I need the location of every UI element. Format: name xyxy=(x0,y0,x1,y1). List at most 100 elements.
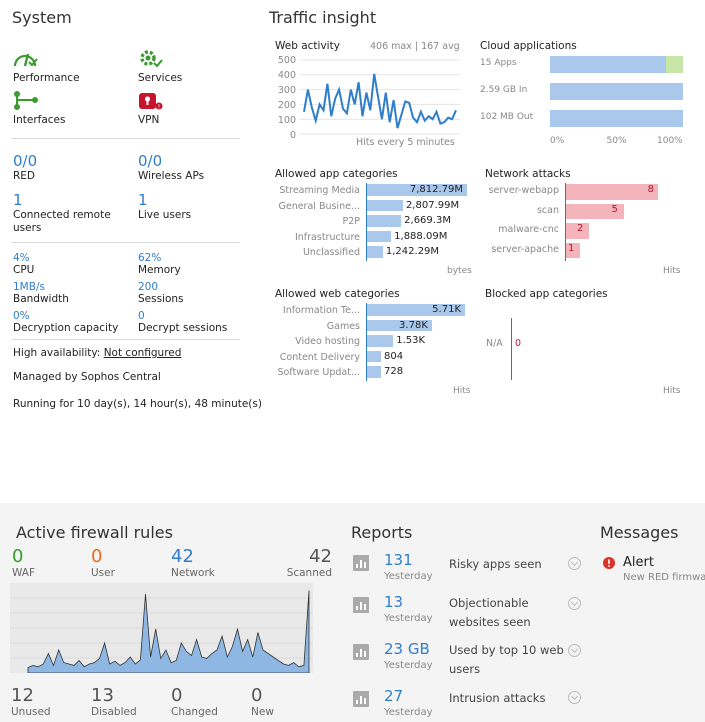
download-icon[interactable] xyxy=(568,644,581,657)
ytick: 500 xyxy=(277,55,296,66)
firewall-unused[interactable]: 12 Unused xyxy=(11,685,81,718)
unused-label: Unused xyxy=(11,706,51,718)
bar[interactable] xyxy=(367,184,467,196)
vpn-tile[interactable]: ! VPN xyxy=(138,90,248,126)
wireless-label: Wireless APs xyxy=(138,170,205,182)
uptime: Running for 10 day(s), 14 hour(s), 48 mi… xyxy=(13,398,262,410)
bar[interactable] xyxy=(566,223,589,239)
web-activity-line xyxy=(303,73,457,129)
report-value: 131 xyxy=(384,551,413,569)
red-value: 0/0 xyxy=(13,152,38,170)
cloud-apps-chart: 15 Apps 2.59 GB In 102 MB Out 0% 50% 100% xyxy=(480,56,690,151)
bar-category-label: Games xyxy=(326,320,360,332)
report-value: 23 GB xyxy=(384,640,430,658)
bar[interactable] xyxy=(367,304,465,316)
waf-label: WAF xyxy=(12,567,36,579)
decrypt-sessions-value: 0 xyxy=(138,310,145,322)
bar[interactable] xyxy=(566,203,624,219)
interfaces-icon xyxy=(14,91,38,110)
ytick: 100 xyxy=(277,115,296,126)
ytick: 200 xyxy=(277,100,296,111)
network-label: Network xyxy=(171,567,215,579)
report-item[interactable]: 13 Yesterday Objectionable websites seen xyxy=(351,593,586,633)
services-tile[interactable]: Services xyxy=(138,48,248,84)
download-icon[interactable] xyxy=(568,691,581,704)
report-chart-icon xyxy=(353,644,369,660)
wireless-value: 0/0 xyxy=(138,152,163,170)
performance-tile[interactable]: Performance xyxy=(13,48,123,84)
bar[interactable] xyxy=(367,335,394,347)
firewall-changed[interactable]: 0 Changed xyxy=(171,685,241,718)
cloud-row-label: 2.59 GB In xyxy=(480,85,528,95)
remote-users-counter[interactable]: 1 Connected remote users xyxy=(13,191,128,235)
firewall-new[interactable]: 0 New xyxy=(251,685,321,718)
live-users-counter[interactable]: 1 Live users xyxy=(138,191,253,221)
bar-value-label: 728 xyxy=(384,366,404,377)
bar-value-label: 2 xyxy=(577,223,584,234)
cloud-bar-segment[interactable] xyxy=(665,56,683,73)
decryption-capacity-label: Decryption capacity xyxy=(13,322,119,334)
bar[interactable] xyxy=(566,242,580,258)
firewall-network[interactable]: 42 Network xyxy=(171,546,241,579)
bar[interactable] xyxy=(367,215,402,227)
firewall-user[interactable]: 0 User xyxy=(91,546,161,579)
download-icon[interactable] xyxy=(568,597,581,610)
sessions-stat: 200 Sessions xyxy=(138,281,184,305)
interfaces-tile[interactable]: Interfaces xyxy=(13,90,123,126)
report-label: Risky apps seen xyxy=(449,557,542,571)
vpn-label: VPN xyxy=(138,114,160,126)
alert-message[interactable]: Alert New RED firmware xyxy=(603,555,705,587)
report-item[interactable]: 23 GB Yesterday Used by top 10 web users xyxy=(351,640,586,680)
bar-value-label: 1.53K xyxy=(396,335,426,346)
bar-category-label: Information Te... xyxy=(282,305,360,316)
disabled-label: Disabled xyxy=(91,706,137,718)
report-value: 27 xyxy=(384,687,404,705)
bar[interactable] xyxy=(367,230,392,242)
bar-axis xyxy=(366,303,367,381)
changed-label: Changed xyxy=(171,706,218,718)
cloud-bar-segment[interactable] xyxy=(550,56,666,73)
cloud-bar-segment[interactable] xyxy=(550,83,683,100)
ha-link[interactable]: Not configured xyxy=(103,347,182,359)
wireless-counter[interactable]: 0/0 Wireless APs xyxy=(138,152,253,182)
firewall-waf[interactable]: 0 WAF xyxy=(12,546,82,579)
bar[interactable] xyxy=(367,366,381,378)
new-label: New xyxy=(251,706,274,718)
bar[interactable] xyxy=(367,350,381,362)
bar[interactable] xyxy=(367,246,383,258)
bar[interactable] xyxy=(566,184,658,200)
blocked-axis xyxy=(511,318,512,380)
web-categories-unit: Hits xyxy=(453,386,471,396)
app-categories-title: Allowed app categories xyxy=(275,168,398,180)
report-item[interactable]: 131 Yesterday Risky apps seen xyxy=(351,551,586,591)
report-label: Used by top 10 web users xyxy=(449,643,564,676)
report-item[interactable]: 27 Yesterday Intrusion attacks xyxy=(351,687,586,721)
report-label: Intrusion attacks xyxy=(449,691,546,705)
cloud-bar-segment[interactable] xyxy=(550,110,683,127)
remote-users-label: Connected remote users xyxy=(13,209,111,234)
bar-category-label: malware-cnc xyxy=(498,224,559,235)
bar-value-label: 1,242.29M xyxy=(385,246,440,257)
download-icon[interactable] xyxy=(568,557,581,570)
cloud-apps-title: Cloud applications xyxy=(480,40,577,52)
web-activity-chart xyxy=(300,59,460,135)
red-counter[interactable]: 0/0 RED xyxy=(13,152,128,182)
report-sub: Yesterday xyxy=(384,571,433,582)
bar[interactable] xyxy=(367,199,403,211)
user-value: 0 xyxy=(91,546,103,567)
firewall-area xyxy=(27,590,310,673)
firewall-scanned[interactable]: 42 Scanned xyxy=(262,546,332,579)
report-sub: Yesterday xyxy=(384,707,433,718)
firewall-disabled[interactable]: 13 Disabled xyxy=(91,685,161,718)
report-chart-icon xyxy=(353,691,369,707)
bandwidth-label: Bandwidth xyxy=(13,293,69,305)
cloud-row-label: 102 MB Out xyxy=(480,112,534,122)
performance-icon xyxy=(13,53,38,67)
bar-category-label: Content Delivery xyxy=(279,351,360,363)
new-value: 0 xyxy=(251,685,263,706)
changed-value: 0 xyxy=(171,685,183,706)
report-label: Objectionable websites seen xyxy=(449,596,531,629)
reports-title: Reports xyxy=(351,523,413,542)
memory-value: 62% xyxy=(138,252,162,264)
bar[interactable] xyxy=(367,319,432,331)
